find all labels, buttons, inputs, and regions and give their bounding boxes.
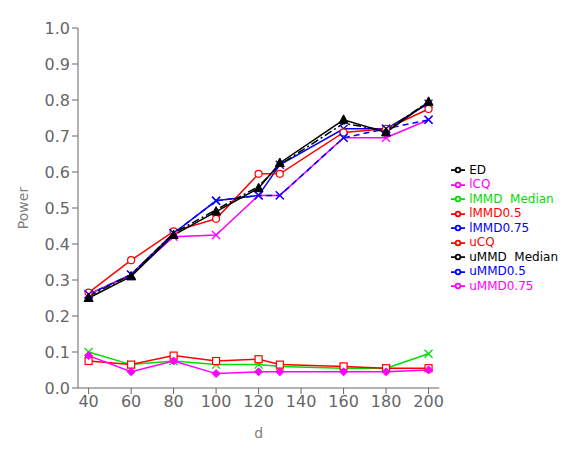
svg-text:80: 80: [163, 392, 183, 411]
html-text:uMMD0.5: uMMD0.5: [469, 264, 526, 279]
svg-text:0.5: 0.5: [45, 199, 70, 218]
html-text:ED: ED: [469, 162, 486, 177]
html-text:uMMD Median: uMMD Median: [469, 249, 558, 264]
svg-text:180: 180: [371, 392, 402, 411]
svg-text:0.6: 0.6: [45, 163, 70, 182]
html-text:lMMD Median: lMMD Median: [469, 191, 554, 206]
html-text:lMMD0.5: lMMD0.5: [469, 206, 522, 221]
svg-text:40: 40: [78, 392, 98, 411]
svg-text:0.2: 0.2: [45, 307, 70, 326]
svg-text:120: 120: [243, 392, 274, 411]
svg-text:0.8: 0.8: [45, 91, 70, 110]
svg-text:100: 100: [201, 392, 232, 411]
svg-text:0.0: 0.0: [45, 379, 70, 398]
svg-text:200: 200: [413, 392, 444, 411]
svg-text:d: d: [254, 425, 263, 441]
html-text:lMMD0.75: lMMD0.75: [469, 220, 530, 235]
html-text:uMMD0.75: uMMD0.75: [469, 278, 534, 293]
svg-text:0.3: 0.3: [45, 271, 70, 290]
svg-text:0.7: 0.7: [45, 127, 70, 146]
html-text:uCQ: uCQ: [469, 235, 495, 250]
svg-text:1.0: 1.0: [45, 19, 70, 38]
svg-text:140: 140: [286, 392, 317, 411]
svg-text:160: 160: [328, 392, 359, 411]
svg-text:60: 60: [121, 392, 141, 411]
svg-text:0.4: 0.4: [45, 235, 70, 254]
svg-text:Power: Power: [15, 187, 31, 230]
svg-text:0.9: 0.9: [45, 55, 70, 74]
svg-text:0.1: 0.1: [45, 343, 70, 362]
html-text:lCQ: lCQ: [469, 177, 491, 192]
